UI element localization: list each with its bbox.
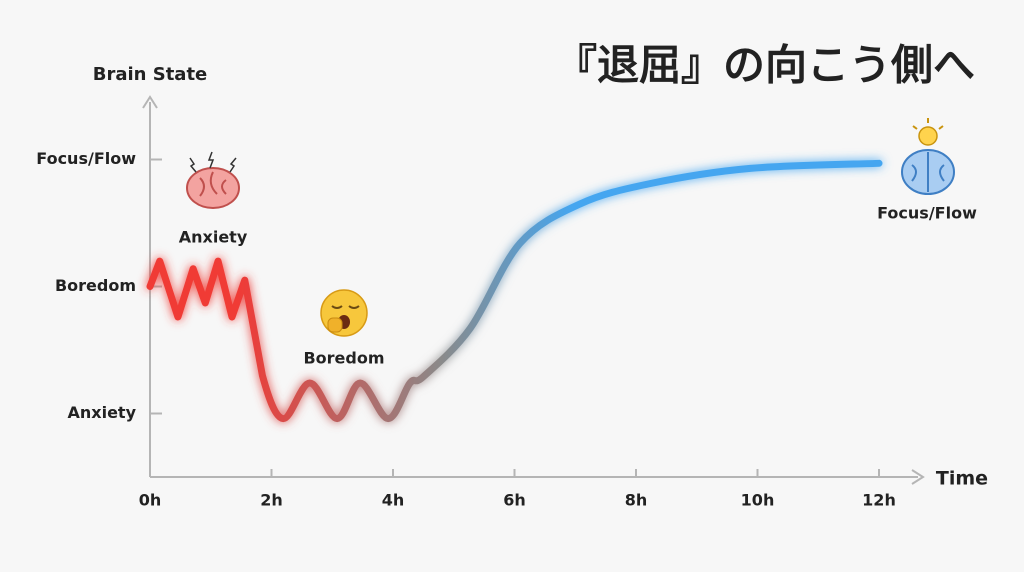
chart-title: 『退屈』の向こう側へ	[555, 41, 975, 90]
focus-icon	[901, 118, 955, 195]
x-axis-arrow	[911, 469, 925, 485]
y-axis-label: Brain State	[93, 64, 208, 85]
x-tick-label: 10h	[741, 491, 775, 510]
x-tick-label: 0h	[139, 491, 162, 510]
y-tick-label: Focus/Flow	[36, 149, 136, 168]
annotation: Anxiety	[179, 228, 248, 247]
annotation: Focus/Flow	[877, 204, 977, 223]
boredom-icon	[320, 289, 368, 337]
x-tick-label: 2h	[260, 491, 283, 510]
y-axis-arrow	[142, 95, 158, 109]
x-tick-label: 8h	[625, 491, 648, 510]
x-tick-label: 12h	[862, 491, 896, 510]
x-axis-label: Time	[936, 468, 988, 490]
x-tick-label: 4h	[382, 491, 405, 510]
y-tick-label: Anxiety	[67, 403, 136, 422]
annotation: Boredom	[303, 349, 384, 368]
x-tick-label: 6h	[503, 491, 526, 510]
anxiety-icon	[186, 151, 240, 209]
line	[146, 159, 883, 423]
y-tick-label: Boredom	[55, 276, 136, 295]
